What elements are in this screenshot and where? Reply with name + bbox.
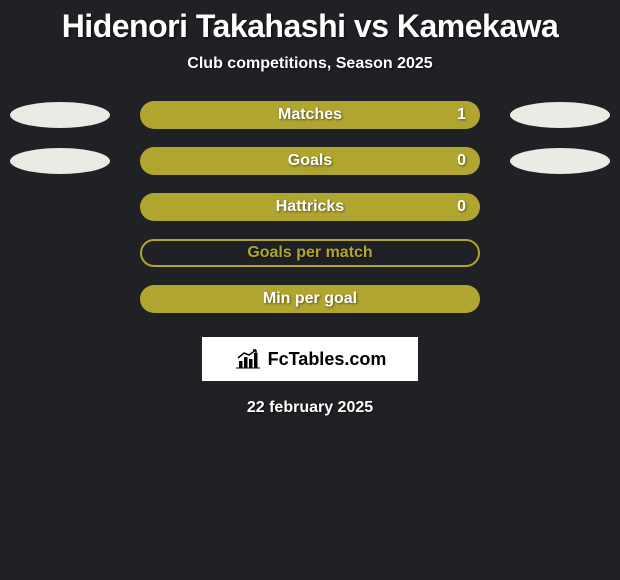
stat-label: Goals per match (142, 244, 478, 262)
stat-value: 0 (457, 152, 466, 170)
left-ellipse (10, 148, 110, 174)
left-ellipse (10, 102, 110, 128)
stat-row: Hattricks0 (0, 193, 620, 221)
logo-badge: FcTables.com (202, 337, 418, 381)
date-label: 22 february 2025 (0, 399, 620, 417)
stat-bar: Goals per match (140, 239, 480, 267)
stat-label: Matches (140, 106, 480, 124)
stat-row: Goals0 (0, 147, 620, 175)
logo-text: FcTables.com (268, 349, 387, 370)
page-title: Hidenori Takahashi vs Kamekawa (0, 8, 620, 45)
stat-row: Min per goal (0, 285, 620, 313)
stat-value: 0 (457, 198, 466, 216)
subtitle: Club competitions, Season 2025 (0, 55, 620, 73)
stat-row: Matches1 (0, 101, 620, 129)
stat-label: Goals (140, 152, 480, 170)
stat-bar: Hattricks0 (140, 193, 480, 221)
stat-row: Goals per match (0, 239, 620, 267)
stat-label: Hattricks (140, 198, 480, 216)
logo-chart-icon (234, 348, 262, 370)
right-ellipse (510, 148, 610, 174)
right-ellipse (510, 102, 610, 128)
stat-bar: Min per goal (140, 285, 480, 313)
stat-label: Min per goal (140, 290, 480, 308)
stat-bar: Goals0 (140, 147, 480, 175)
stat-rows: Matches1Goals0Hattricks0Goals per matchM… (0, 101, 620, 313)
stat-value: 1 (457, 106, 466, 124)
stats-container: Hidenori Takahashi vs Kamekawa Club comp… (0, 0, 620, 417)
stat-bar: Matches1 (140, 101, 480, 129)
